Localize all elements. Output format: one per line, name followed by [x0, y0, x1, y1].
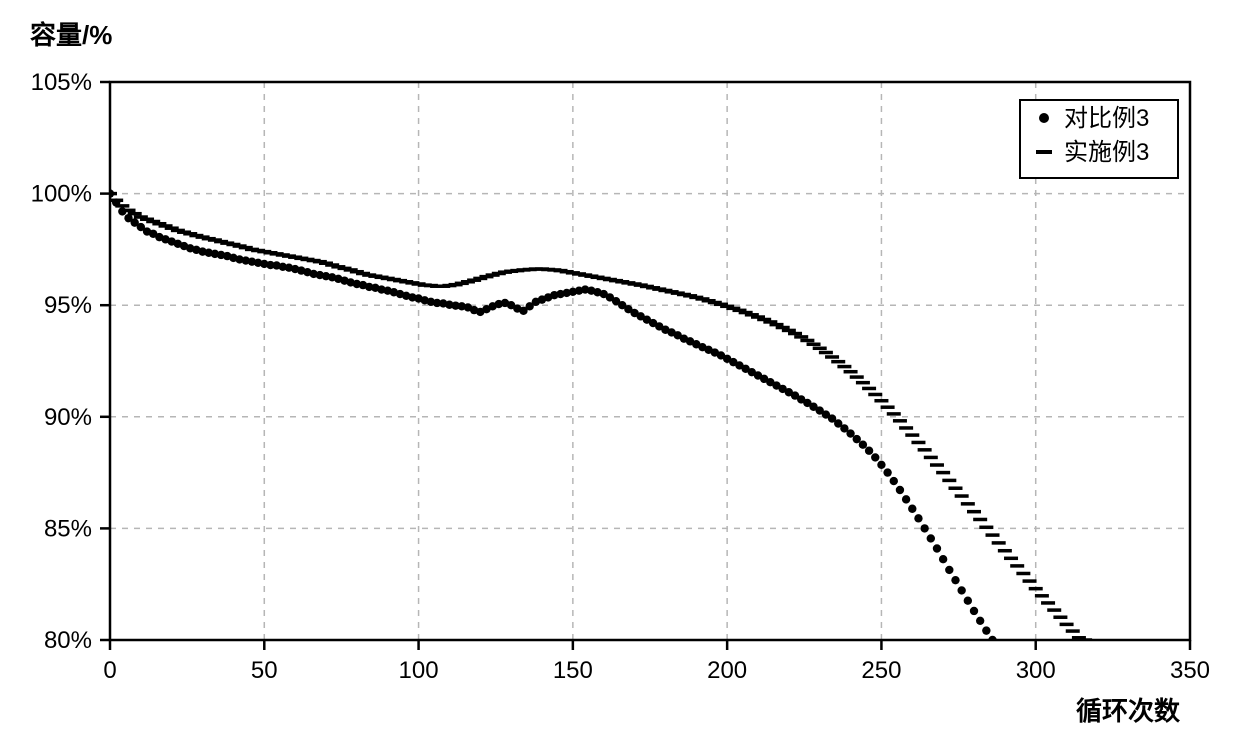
- x-tick-label: 250: [861, 657, 901, 684]
- capacity-chart: 0 50 100 150 200 250 300 350 80% 85% 90% 95% 100% 105…: [0, 0, 1239, 752]
- x-tick-label: 200: [707, 657, 747, 684]
- y-tick-label: 85%: [44, 515, 92, 542]
- chart-svg: 0 50 100 150 200 250 300 350 80% 85% 90% 95% 100% 105…: [0, 0, 1239, 752]
- x-tick-label: 350: [1170, 657, 1210, 684]
- y-axis-title: 容量/%: [30, 20, 112, 50]
- y-tick-label: 80%: [44, 627, 92, 654]
- x-tick-label: 0: [103, 657, 116, 684]
- x-tick-label: 100: [399, 657, 439, 684]
- legend-label: 实施例3: [1064, 139, 1149, 166]
- x-tick-label: 150: [553, 657, 593, 684]
- x-tick-label: 300: [1016, 657, 1056, 684]
- y-tick-label: 100%: [31, 181, 92, 208]
- x-axis-title: 循环次数: [1076, 696, 1181, 726]
- legend-label: 对比例3: [1064, 105, 1149, 132]
- y-tick-label: 90%: [44, 404, 92, 431]
- y-tick-label: 105%: [31, 69, 92, 96]
- y-tick-label: 95%: [44, 292, 92, 319]
- legend: 对比例3 实施例3: [1020, 100, 1178, 178]
- x-tick-label: 50: [251, 657, 278, 684]
